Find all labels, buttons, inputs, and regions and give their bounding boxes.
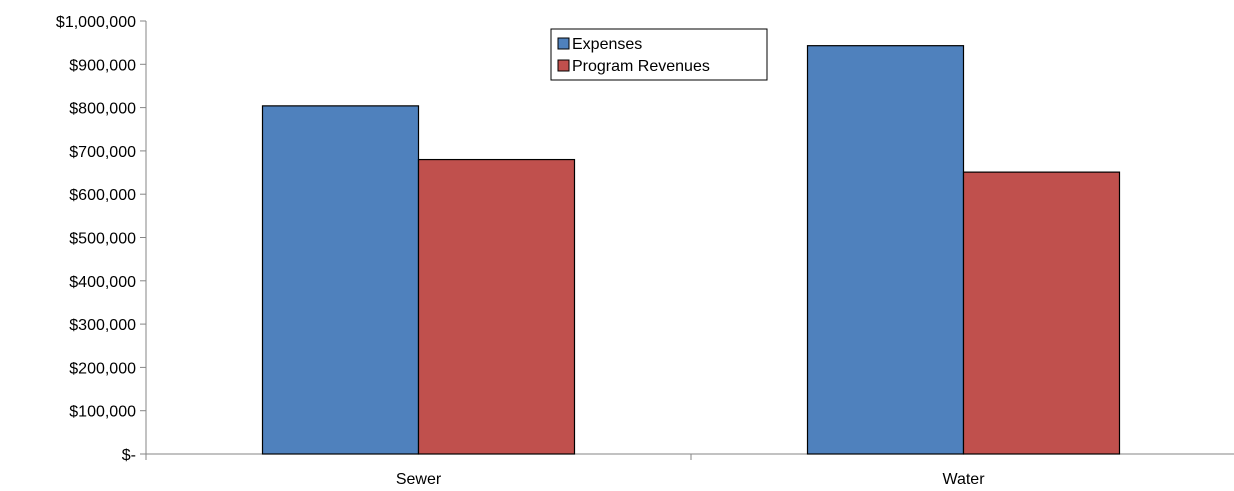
legend-swatch xyxy=(557,37,570,50)
y-tick-label: $900,000 xyxy=(69,57,136,74)
bars xyxy=(261,45,1121,455)
bar-sewer-program-revenues xyxy=(417,158,576,455)
y-axis: $- $100,000 $200,000 $300,000 $400,000 $500,0… xyxy=(56,14,147,464)
x-tick-label: Sewer xyxy=(396,471,442,488)
bar-water-expenses xyxy=(806,45,965,455)
legend-swatch xyxy=(557,59,570,72)
y-tick-label: $500,000 xyxy=(69,231,136,248)
y-tick-label: $600,000 xyxy=(69,187,136,204)
y-tick-label: $- xyxy=(122,447,136,464)
x-axis: Sewer Water xyxy=(145,453,1234,488)
bar-sewer-expenses xyxy=(261,105,420,455)
x-tick-label: Water xyxy=(942,471,985,488)
y-tick-label: $100,000 xyxy=(69,404,136,421)
legend: Expenses Program Revenues xyxy=(550,28,768,81)
y-tick-label: $200,000 xyxy=(69,360,136,377)
legend-label: Program Revenues xyxy=(572,58,710,75)
legend-label: Expenses xyxy=(572,36,642,53)
legend-box xyxy=(550,28,768,81)
y-tick-label: $300,000 xyxy=(69,317,136,334)
bar-water-program-revenues xyxy=(962,171,1121,455)
y-tick-label: $1,000,000 xyxy=(56,14,136,31)
y-tick-label: $800,000 xyxy=(69,101,136,118)
y-tick-label: $400,000 xyxy=(69,274,136,291)
y-tick-label: $700,000 xyxy=(69,144,136,161)
